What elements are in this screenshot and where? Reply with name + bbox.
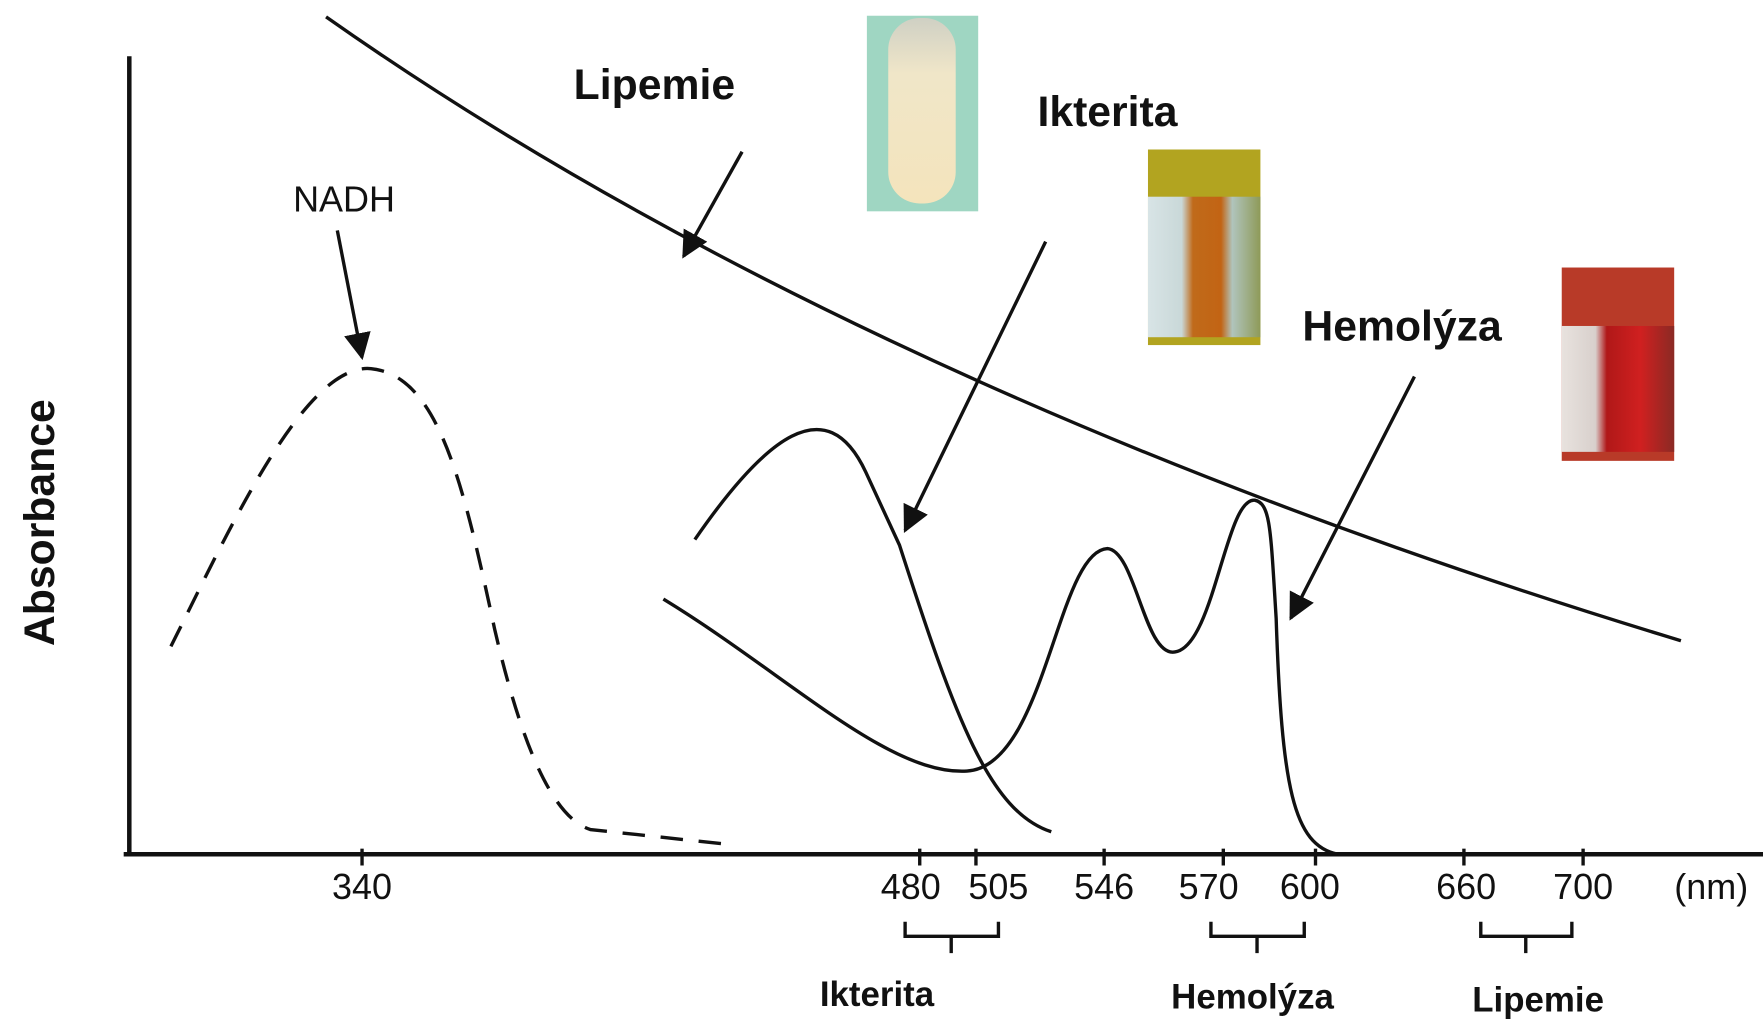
x-tick-label: 600 [1280,866,1340,907]
annotation: Hemolýza [1302,303,1503,351]
hemolyza-curve [663,500,1338,854]
x-tick-label: 546 [1074,866,1134,907]
x-tick-label: 480 [881,866,941,907]
annotation: Ikterita [1037,88,1178,136]
x-tick-label: 570 [1179,866,1239,907]
sample-photo [1148,149,1260,345]
range-label: Hemolýza [1171,977,1334,1016]
sample-photo [1562,268,1674,461]
annotation: NADH [293,178,395,219]
sample-photo [867,16,978,212]
annotation: Lipemie [574,61,735,109]
x-tick-label: 660 [1436,866,1496,907]
y-axis-label: Absorbance [16,399,64,646]
x-tick-label: 700 [1553,866,1613,907]
range-label: Lipemie [1472,981,1604,1020]
range-label: Ikterita [820,975,935,1014]
x-tick-label: 505 [968,866,1028,907]
nadh-curve [171,368,737,845]
diagram: Absorbance 340 480 505 546 570 600 660 7… [0,0,1763,1024]
x-tick-label: 340 [332,866,392,907]
x-unit: (nm) [1674,866,1748,907]
range-brackets [905,922,1572,953]
ikterita-curve [695,430,1051,832]
x-ticks [362,849,1583,866]
